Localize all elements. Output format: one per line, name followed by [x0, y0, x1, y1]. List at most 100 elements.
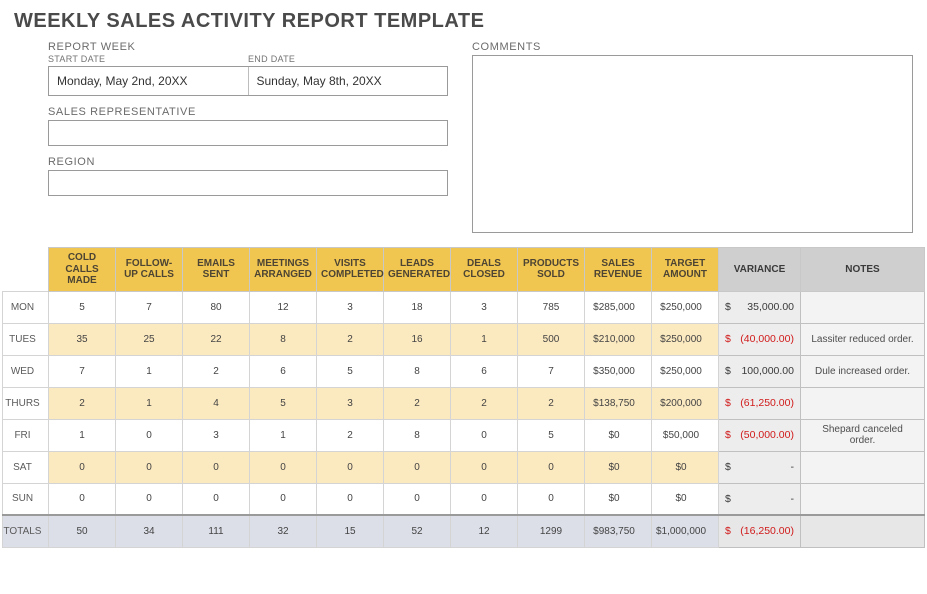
data-cell: 4 — [183, 387, 250, 419]
column-header: EMAILS SENT — [183, 248, 250, 292]
data-cell: 0 — [116, 483, 183, 515]
data-cell: 3 — [451, 291, 518, 323]
data-cell: 0 — [250, 483, 317, 515]
comments-field[interactable] — [472, 55, 913, 233]
data-cell: 18 — [384, 291, 451, 323]
data-cell: 0 — [116, 419, 183, 451]
data-cell: 0 — [250, 451, 317, 483]
notes-cell: Shepard canceled order. — [801, 419, 925, 451]
data-cell: 785 — [518, 291, 585, 323]
data-cell: 6 — [250, 355, 317, 387]
data-cell: $0 — [585, 419, 652, 451]
column-header: VARIANCE — [719, 248, 801, 292]
data-cell: 5 — [250, 387, 317, 419]
data-cell: 0 — [183, 451, 250, 483]
data-cell: 0 — [384, 451, 451, 483]
data-cell: $138,750 — [585, 387, 652, 419]
data-cell: 7 — [49, 355, 116, 387]
column-header: DEALS CLOSED — [451, 248, 518, 292]
data-cell: 2 — [518, 387, 585, 419]
data-cell: 25 — [116, 323, 183, 355]
table-header: COLD CALLS MADEFOLLOW-UP CALLSEMAILS SEN… — [3, 248, 925, 292]
data-cell: 500 — [518, 323, 585, 355]
data-cell: 8 — [384, 419, 451, 451]
data-cell: $250,000 — [652, 355, 719, 387]
data-cell: 2 — [183, 355, 250, 387]
data-cell: 0 — [451, 451, 518, 483]
data-cell: 2 — [49, 387, 116, 419]
data-cell: 1 — [116, 355, 183, 387]
start-date-field[interactable]: Monday, May 2nd, 20XX — [49, 67, 249, 95]
table-row: MON5780123183785$285,000$250,000$35,000.… — [3, 291, 925, 323]
totals-cell: 15 — [317, 515, 384, 547]
region-label: REGION — [48, 156, 448, 168]
column-header: FOLLOW-UP CALLS — [116, 248, 183, 292]
column-header: NOTES — [801, 248, 925, 292]
totals-cell: 12 — [451, 515, 518, 547]
sales-rep-block: SALES REPRESENTATIVE — [48, 106, 448, 146]
data-cell: $200,000 — [652, 387, 719, 419]
data-cell: 0 — [451, 419, 518, 451]
data-cell: 0 — [317, 483, 384, 515]
data-cell: 5 — [518, 419, 585, 451]
day-label: SAT — [3, 451, 49, 483]
variance-cell: $35,000.00 — [719, 291, 801, 323]
data-cell: 1 — [250, 419, 317, 451]
sales-rep-label: SALES REPRESENTATIVE — [48, 106, 448, 118]
day-label: THURS — [3, 387, 49, 419]
data-cell: $0 — [585, 483, 652, 515]
column-header: COLD CALLS MADE — [49, 248, 116, 292]
day-label: FRI — [3, 419, 49, 451]
totals-cell: 1299 — [518, 515, 585, 547]
data-cell: 6 — [451, 355, 518, 387]
data-cell: $250,000 — [652, 323, 719, 355]
column-header: VISITS COMPLETED — [317, 248, 384, 292]
data-cell: 35 — [49, 323, 116, 355]
region-field[interactable] — [48, 170, 448, 196]
end-date-label: END DATE — [248, 54, 448, 64]
data-cell: 2 — [317, 323, 384, 355]
column-header: LEADS GENERATED — [384, 248, 451, 292]
sales-rep-field[interactable] — [48, 120, 448, 146]
end-date-field[interactable]: Sunday, May 8th, 20XX — [249, 67, 448, 95]
page-title: WEEKLY SALES ACTIVITY REPORT TEMPLATE — [0, 0, 927, 41]
data-cell: $50,000 — [652, 419, 719, 451]
data-cell: 16 — [384, 323, 451, 355]
variance-cell: $- — [719, 483, 801, 515]
data-cell: 0 — [384, 483, 451, 515]
data-cell: 1 — [451, 323, 518, 355]
data-cell: 22 — [183, 323, 250, 355]
data-cell: $0 — [652, 483, 719, 515]
data-cell: 0 — [183, 483, 250, 515]
start-date-label: START DATE — [48, 54, 248, 64]
data-cell: 2 — [451, 387, 518, 419]
notes-cell — [801, 291, 925, 323]
totals-cell: 32 — [250, 515, 317, 547]
day-label: MON — [3, 291, 49, 323]
data-cell: 0 — [451, 483, 518, 515]
totals-cell: 52 — [384, 515, 451, 547]
table-row: FRI10312805$0$50,000$(50,000.00)Shepard … — [3, 419, 925, 451]
totals-cell: $983,750 — [585, 515, 652, 547]
data-cell: 0 — [518, 483, 585, 515]
column-header: SALES REVENUE — [585, 248, 652, 292]
data-cell: 1 — [49, 419, 116, 451]
data-cell: 80 — [183, 291, 250, 323]
notes-cell: Lassiter reduced order. — [801, 323, 925, 355]
data-cell: 0 — [518, 451, 585, 483]
notes-cell — [801, 451, 925, 483]
data-cell: 3 — [183, 419, 250, 451]
notes-cell — [801, 483, 925, 515]
data-cell: $210,000 — [585, 323, 652, 355]
totals-notes-cell — [801, 515, 925, 547]
data-cell: 2 — [384, 387, 451, 419]
totals-cell: $1,000,000 — [652, 515, 719, 547]
totals-cell: 111 — [183, 515, 250, 547]
totals-row: TOTALS5034111321552121299$983,750$1,000,… — [3, 515, 925, 547]
totals-cell: 34 — [116, 515, 183, 547]
table-row: THURS21453222$138,750$200,000$(61,250.00… — [3, 387, 925, 419]
variance-cell: $- — [719, 451, 801, 483]
data-cell: $0 — [652, 451, 719, 483]
header-empty — [3, 248, 49, 292]
variance-cell: $(40,000.00) — [719, 323, 801, 355]
